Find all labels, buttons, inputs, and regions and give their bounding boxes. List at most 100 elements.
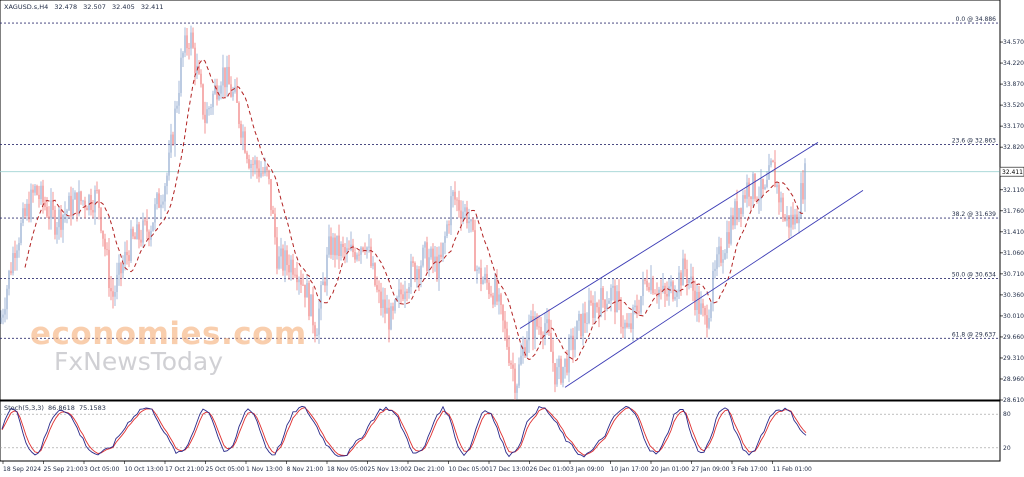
candle-body-325 <box>650 278 652 291</box>
candle-body-181 <box>362 247 364 251</box>
candle-body-241 <box>482 280 484 284</box>
candle-body-85 <box>170 134 172 153</box>
candle-body-192 <box>384 299 386 314</box>
candle-body-5 <box>10 270 12 274</box>
candle-body-267 <box>534 316 536 339</box>
ohlc-low: 32.405 <box>112 3 135 11</box>
candle-body-372 <box>744 195 746 199</box>
candle-body-29 <box>58 209 60 228</box>
candle-body-108 <box>216 85 218 100</box>
candle-body-167 <box>334 237 336 256</box>
candle-body-165 <box>330 236 332 255</box>
candle-body-246 <box>492 295 494 305</box>
candle-body-399 <box>798 216 800 224</box>
candle-body-28 <box>56 227 58 235</box>
candle-body-350 <box>700 303 702 314</box>
candle-body-237 <box>474 230 476 272</box>
candle-body-12 <box>24 208 26 217</box>
candle-body-164 <box>328 236 330 255</box>
candle-body-340 <box>680 272 682 286</box>
candle-body-311 <box>622 326 624 329</box>
price-axis: 34.570 34.220 33.870 33.520 33.170 32.820 32.1… <box>999 39 1024 404</box>
candle-body-252 <box>504 320 506 329</box>
candle-body-249 <box>498 294 500 302</box>
candle-body-33 <box>66 210 68 213</box>
candle-body-107 <box>214 85 216 94</box>
candle-body-119 <box>238 102 240 124</box>
candle-body-95 <box>190 32 192 49</box>
candle-body-81 <box>162 201 164 205</box>
candle-body-176 <box>352 244 354 253</box>
candle-body-327 <box>654 293 656 295</box>
candle-body-365 <box>730 215 732 244</box>
candle-body-128 <box>256 160 258 169</box>
fib-label-1: 23.6 @ 32.863 <box>952 138 996 145</box>
candle-body-353 <box>706 315 708 328</box>
trend-channel[interactable] <box>519 141 864 388</box>
fibonacci-levels[interactable]: 0.0 @ 34.886 23.6 @ 32.863 38.2 @ 31.639 50… <box>0 16 1000 339</box>
candles <box>0 25 806 401</box>
candle-body-256 <box>512 364 514 369</box>
candle-body-141 <box>282 248 284 271</box>
candle-body-395 <box>790 214 792 228</box>
candle-body-115 <box>230 84 232 97</box>
candle-body-253 <box>506 328 508 347</box>
candle-body-35 <box>70 195 72 217</box>
candle-body-140 <box>280 248 282 257</box>
candle-body-356 <box>712 270 714 304</box>
candle-body-96 <box>192 32 194 48</box>
price-tick-label-13: 29.660 <box>1003 334 1024 341</box>
candle-body-195 <box>390 306 392 330</box>
candle-body-216 <box>432 248 434 263</box>
candle-body-151 <box>302 284 304 286</box>
candle-body-198 <box>396 297 398 301</box>
candle-body-370 <box>740 208 742 215</box>
candle-body-13 <box>26 203 28 217</box>
candle-body-114 <box>228 66 230 85</box>
candle-body-306 <box>612 285 614 288</box>
candle-body-315 <box>630 323 632 330</box>
candle-body-76 <box>152 222 154 231</box>
candle-body-65 <box>130 228 132 261</box>
candle-body-187 <box>374 263 376 286</box>
candle-body-360 <box>720 246 722 263</box>
candle-body-290 <box>580 314 582 337</box>
candle-body-402 <box>804 163 806 200</box>
candle-body-355 <box>710 303 712 318</box>
candle-body-203 <box>406 291 408 294</box>
candle-body-6 <box>12 253 14 274</box>
candle-body-362 <box>724 253 726 260</box>
candle-body-326 <box>652 278 654 294</box>
candle-body-389 <box>778 184 780 203</box>
candle-body-34 <box>68 195 70 211</box>
candle-body-43 <box>86 207 88 211</box>
candle-body-127 <box>254 160 256 165</box>
candle-body-92 <box>184 35 186 53</box>
candle-body-247 <box>494 278 496 305</box>
candle-body-75 <box>150 230 152 240</box>
candle-body-314 <box>628 323 630 328</box>
candle-body-386 <box>772 160 774 163</box>
candle-body-147 <box>294 274 296 276</box>
candle-body-287 <box>574 339 576 350</box>
candle-body-368 <box>736 201 738 220</box>
candle-body-367 <box>734 201 736 226</box>
candle-body-377 <box>754 173 756 199</box>
candle-body-44 <box>88 195 90 211</box>
candle-body-58 <box>116 274 118 293</box>
candle-body-344 <box>688 279 690 284</box>
candle-body-331 <box>662 285 664 291</box>
candle-body-193 <box>386 307 388 314</box>
candle-body-262 <box>524 347 526 357</box>
price-tick-label-6: 32.110 <box>1003 187 1024 194</box>
candle-body-392 <box>784 217 786 221</box>
candle-body-80 <box>160 204 162 208</box>
price-tick-label-0: 34.570 <box>1003 39 1024 46</box>
candle-body-212 <box>424 242 426 248</box>
candle-body-373 <box>746 182 748 199</box>
candle-body-196 <box>392 306 394 311</box>
candle-body-396 <box>792 214 794 225</box>
candle-body-305 <box>610 287 612 301</box>
candle-body-329 <box>658 289 660 297</box>
